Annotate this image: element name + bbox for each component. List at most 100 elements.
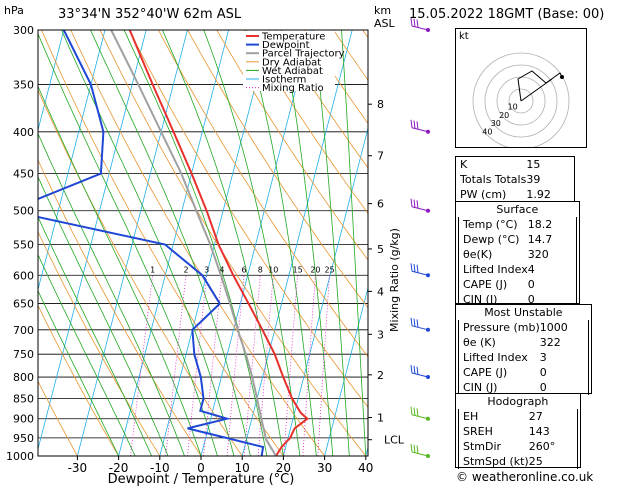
wind-barb-flag: [413, 263, 416, 273]
km-unit-label: km: [374, 4, 391, 17]
index-value: 39: [526, 173, 541, 186]
hpa-unit-label: hPa: [4, 4, 24, 17]
wind-barb-flag: [410, 406, 413, 415]
wet-adiabat: [281, 30, 334, 456]
pressure-tick-label: 750: [13, 348, 34, 361]
mixing-ratio-label: 4: [219, 265, 224, 274]
x-tick-label: 30: [317, 461, 332, 475]
indices-box-top: K 15 Totals Totals 39 PW (cm) 1.92: [455, 156, 576, 205]
legend-background: [243, 31, 335, 91]
index-label: Totals Totals: [460, 173, 527, 186]
hodograph-label: StmDir: [463, 440, 502, 453]
dry-adiabat: [128, 30, 368, 408]
hodograph-label: StmSpd (kt): [463, 455, 529, 468]
surface-label: CIN (J): [463, 293, 498, 306]
wind-barb-flag: [413, 365, 416, 374]
wind-barb-shaft: [411, 127, 429, 133]
dry-adiabat: [38, 380, 78, 456]
legend-entry: Dry Adiabat: [262, 57, 321, 68]
surface-value: 320: [527, 248, 549, 261]
surface-row: θe(K) 320: [459, 247, 576, 262]
surface-label: Dewp (°C): [463, 233, 520, 246]
pressure-tick-label: 600: [13, 269, 34, 282]
surface-row: CIN (J) 0: [459, 292, 576, 307]
wind-barb-flag: [410, 317, 413, 326]
most-unstable-label: CIN (J): [463, 381, 498, 394]
mixing-ratio-label: 10: [268, 265, 278, 274]
most-unstable-row: Lifted Index 3: [459, 350, 588, 365]
pressure-tick-label: 400: [13, 126, 34, 139]
isotherm: [118, 30, 229, 456]
wet-adiabat: [38, 290, 119, 456]
wind-barb-flag: [416, 200, 419, 209]
mixing-ratio-label: 8: [258, 265, 263, 274]
km-tick-label: 6: [377, 198, 384, 211]
wind-barb-flag: [410, 443, 413, 453]
wet-adiabat: [244, 30, 317, 456]
legend-entry: Temperature: [261, 32, 325, 43]
legend-entry: Dewpoint: [262, 40, 310, 51]
hodograph-value: 260°: [528, 440, 556, 453]
pressure-tick-label: 700: [13, 324, 34, 337]
index-value: 1.92: [526, 188, 551, 201]
hodograph-ring-label: 20: [499, 111, 509, 120]
wind-barb-shaft: [411, 451, 429, 457]
dry-adiabat: [187, 30, 368, 309]
wind-barbs: [410, 17, 430, 458]
location-title: 33°34'N 352°40'W 62m ASL: [58, 7, 242, 22]
surface-value: 14.7: [527, 233, 553, 246]
surface-row: CAPE (J) 0: [459, 277, 576, 292]
isotherm: [200, 30, 312, 456]
x-tick-label: -20: [109, 461, 129, 475]
isotherm: [241, 30, 353, 456]
wind-barb-shaft: [411, 325, 429, 331]
most-unstable-row: CAPE (J) 0: [459, 365, 588, 380]
km-tick-label: 5: [377, 243, 384, 256]
hodograph-indices-box: Hodograph EH 27 SREH 143 StmDir 260° StmSpd (k…: [455, 393, 581, 469]
most-unstable-label: Lifted Index: [463, 351, 528, 364]
index-row: K 15: [456, 157, 574, 172]
wet-adiabat: [203, 30, 301, 456]
wind-barb-shaft: [411, 25, 429, 31]
wind-barb-flag: [416, 121, 419, 130]
km-tick-label: LCL: [384, 434, 405, 447]
hodograph-label: EH: [463, 410, 479, 423]
surface-value: 18.2: [527, 218, 553, 231]
pressure-tick-label: 900: [13, 413, 34, 426]
surface-label: CAPE (J): [463, 278, 508, 291]
isotherm: [38, 30, 65, 132]
wind-barb-shaft: [411, 270, 429, 276]
most-unstable-row: θe (K) 322: [459, 335, 588, 350]
km-tick-label: 3: [377, 328, 384, 341]
mixing-ratio-label: 15: [293, 265, 303, 274]
wind-barb-flag: [413, 199, 416, 208]
footer-credit: © weatheronline.co.uk: [456, 470, 594, 484]
x-tick-label: 20: [276, 461, 291, 475]
wind-barb-shaft: [411, 372, 429, 378]
wind-barb-flag: [410, 263, 413, 272]
surface-label: Lifted Index: [463, 263, 528, 276]
hodograph-row: SREH 143: [459, 424, 577, 439]
x-tick-label: 0: [197, 461, 205, 475]
most-unstable-value: 1000: [539, 321, 568, 334]
wind-barb-flag: [410, 17, 413, 27]
x-tick-label: 10: [235, 461, 250, 475]
hodograph-value: 143: [528, 425, 550, 438]
hodograph-ring: [484, 64, 558, 138]
mixing-ratio-line: [203, 275, 223, 456]
km-tick-label: 4: [377, 285, 384, 298]
wet-adiabat: [38, 253, 136, 456]
wind-barb-flag: [416, 319, 419, 328]
legend-entry: Isotherm: [262, 75, 306, 86]
legend-entry: Mixing Ratio: [262, 83, 324, 94]
km-tick-label: 7: [377, 150, 384, 163]
legend-entry: Parcel Trajectory: [262, 49, 345, 60]
pressure-tick-label: 850: [13, 392, 34, 405]
pressure-tick-label: 300: [13, 24, 34, 37]
mixing-ratio-label: 2: [184, 265, 189, 274]
pressure-tick-label: 650: [13, 298, 34, 311]
hodograph-ring-label: 40: [482, 128, 492, 137]
surface-title: Surface: [496, 203, 539, 216]
